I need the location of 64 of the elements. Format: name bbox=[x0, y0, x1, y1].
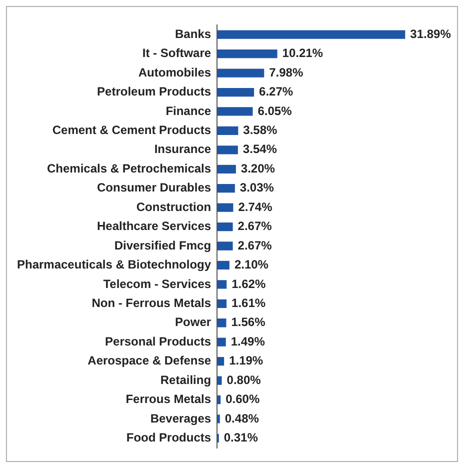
y-tick-label: Banks bbox=[175, 26, 212, 41]
bar bbox=[217, 280, 227, 289]
bar bbox=[217, 126, 238, 136]
bar bbox=[217, 50, 278, 58]
data-label: 6.05% bbox=[258, 104, 292, 118]
data-label: 7.98% bbox=[269, 65, 304, 80]
bar bbox=[217, 242, 233, 250]
y-tick-label: Finance bbox=[166, 104, 212, 118]
bar bbox=[217, 30, 406, 39]
y-tick-label: Ferrous Metals bbox=[126, 392, 212, 406]
data-label: 0.80% bbox=[226, 372, 262, 387]
y-tick-label: Cement & Cement Products bbox=[52, 123, 212, 138]
bar bbox=[217, 318, 226, 328]
y-tick-label: Personal Products bbox=[105, 334, 212, 348]
y-tick-label: Retailing bbox=[160, 372, 212, 387]
data-label: 1.49% bbox=[230, 334, 266, 348]
y-tick-label: Diversified Fmcg bbox=[114, 238, 212, 252]
data-label: 2.67% bbox=[238, 219, 272, 234]
data-label: 1.62% bbox=[232, 276, 266, 291]
y-tick-label: It - Software bbox=[142, 46, 212, 60]
data-label: 0.60% bbox=[226, 392, 260, 406]
data-label: 3.20% bbox=[240, 161, 276, 176]
bar bbox=[217, 184, 235, 193]
bar bbox=[217, 88, 254, 97]
bar bbox=[217, 356, 224, 366]
bar bbox=[217, 164, 236, 174]
data-label: 31.89% bbox=[410, 26, 452, 41]
bar bbox=[217, 414, 220, 424]
data-label: 1.61% bbox=[232, 296, 266, 310]
y-tick-label: Non - Ferrous Metals bbox=[92, 296, 212, 310]
y-tick-label: Insurance bbox=[154, 142, 212, 156]
bar bbox=[217, 299, 227, 308]
bar bbox=[217, 222, 233, 232]
y-tick-label: Chemicals & Petrochemicals bbox=[46, 161, 212, 176]
bar bbox=[217, 203, 234, 212]
bar bbox=[217, 107, 253, 116]
data-label: 6.27% bbox=[259, 84, 294, 99]
data-label: 2.67% bbox=[238, 238, 272, 252]
data-label: 1.56% bbox=[231, 315, 266, 330]
data-label: 3.54% bbox=[242, 142, 278, 156]
data-label: 0.31% bbox=[224, 430, 258, 445]
bar bbox=[217, 376, 222, 385]
y-tick-label: Pharmaceuticals & Biotechnology bbox=[16, 258, 212, 272]
y-tick-label: Food Products bbox=[126, 430, 212, 445]
data-label: 1.19% bbox=[229, 354, 264, 368]
y-tick-label: Power bbox=[175, 315, 212, 330]
bar bbox=[217, 146, 238, 154]
bar bbox=[217, 260, 230, 270]
y-tick-label: Automobiles bbox=[138, 65, 212, 80]
data-label: 3.58% bbox=[243, 123, 278, 138]
y-tick-label: Telecom - Services bbox=[103, 276, 212, 291]
bar bbox=[217, 338, 226, 346]
data-label: 3.03% bbox=[240, 180, 274, 195]
data-label: 10.21% bbox=[282, 46, 324, 60]
y-tick-label: Beverages bbox=[150, 411, 212, 426]
y-tick-label: Construction bbox=[136, 200, 212, 214]
y-tick-label: Healthcare Services bbox=[96, 219, 212, 234]
data-label: 0.48% bbox=[224, 411, 260, 426]
y-tick-label: Petroleum Products bbox=[97, 84, 212, 99]
y-tick-label: Aerospace & Defense bbox=[88, 354, 212, 368]
data-label: 2.74% bbox=[238, 200, 273, 214]
bar bbox=[217, 68, 264, 78]
data-label: 2.10% bbox=[234, 258, 269, 272]
y-tick-label: Consumer Durables bbox=[97, 180, 212, 195]
